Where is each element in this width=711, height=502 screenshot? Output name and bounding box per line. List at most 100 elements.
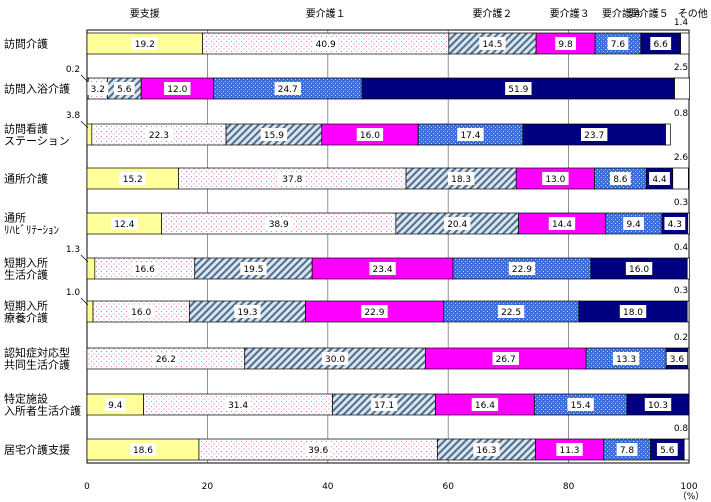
bar-segment: [674, 77, 690, 100]
value-label: 9.4: [626, 220, 641, 230]
value-label: 3.6: [670, 355, 685, 365]
legend-label: 要介護５: [629, 7, 669, 20]
value-label-box: [664, 217, 686, 230]
bar-segment: [672, 167, 689, 190]
value-label: 30.0: [325, 355, 345, 365]
value-label: 19.5: [243, 265, 263, 275]
value-label: 2.6: [674, 153, 689, 163]
leader-line: [80, 74, 89, 83]
value-label: 12.4: [114, 220, 134, 230]
bar-segment: [86, 123, 93, 146]
value-label: 13.3: [616, 355, 636, 365]
value-label-box: [111, 217, 138, 230]
value-label: 15.2: [123, 175, 143, 185]
category-label: 訪問看護ステーション: [4, 122, 70, 148]
value-label: 9.8: [558, 40, 573, 50]
value-label: 14.5: [482, 40, 502, 50]
value-label-box: [567, 398, 594, 411]
value-label-box: [625, 262, 653, 275]
value-label-box: [370, 398, 398, 411]
value-label-box: [580, 128, 608, 141]
legend-label: 要介護２: [472, 7, 512, 20]
x-unit-label: （%）: [678, 491, 705, 502]
value-label: 0.4: [674, 243, 689, 253]
x-tick-label: 40: [322, 482, 334, 492]
value-label-box: [87, 82, 109, 95]
value-label-box: [556, 443, 583, 456]
value-label: 19.2: [135, 40, 155, 50]
category-label: 認知症対応型共同生活介護: [4, 346, 70, 372]
x-tick-label: 20: [202, 482, 214, 492]
category-label: 特定施設入所者生活介護: [4, 392, 81, 418]
value-label: 0.2: [66, 65, 80, 75]
value-label-box: [656, 443, 678, 456]
value-label-box: [505, 82, 532, 95]
value-label: 14.4: [552, 220, 572, 230]
value-label-box: [129, 443, 157, 456]
leader-line: [80, 297, 89, 306]
value-label-box: [497, 305, 525, 318]
value-label-box: [473, 443, 500, 456]
value-label: 9.4: [108, 401, 123, 411]
value-label-box: [649, 172, 670, 185]
value-label-box: [321, 352, 349, 365]
value-label: 16.3: [476, 446, 496, 456]
value-label: 18.3: [451, 175, 471, 185]
legend-label: 要支援: [130, 7, 160, 20]
value-label: 40.9: [316, 40, 336, 50]
value-label: 10.3: [648, 401, 668, 411]
value-label-box: [471, 398, 499, 411]
value-label-box: [447, 172, 475, 185]
bar-segment: [665, 123, 671, 146]
category-label: 訪問介護: [4, 37, 48, 51]
value-label-box: [312, 37, 339, 50]
value-label: 22.5: [501, 308, 521, 318]
value-label-box: [265, 217, 292, 230]
value-label: 0.8: [674, 424, 689, 434]
value-label-box: [274, 82, 301, 95]
value-label: 24.7: [278, 85, 298, 95]
value-label-box: [492, 352, 519, 365]
value-label: 0.3: [674, 198, 688, 208]
value-label-box: [612, 352, 640, 365]
category-label: 短期入所生活介護: [4, 256, 48, 282]
value-label-box: [444, 217, 471, 230]
legend-label: 要介護４: [602, 7, 642, 20]
value-label: 51.9: [508, 85, 528, 95]
value-label-box: [650, 37, 672, 50]
value-label: 26.2: [156, 355, 176, 365]
value-label-box: [234, 305, 261, 318]
value-label-box: [304, 443, 332, 456]
legend-label: 要介護１: [306, 7, 346, 20]
value-label: 5.6: [660, 446, 675, 456]
value-label: 4.3: [668, 220, 682, 230]
value-label: 1.0: [66, 288, 81, 298]
value-label: 1.3: [66, 245, 80, 255]
value-label: 8.6: [613, 175, 628, 185]
value-label: 16.6: [135, 265, 155, 275]
value-label-box: [131, 262, 158, 275]
value-label: 15.9: [264, 131, 284, 141]
value-label: 37.8: [282, 175, 302, 185]
value-label-box: [356, 128, 384, 141]
value-label-box: [619, 305, 647, 318]
value-label: 5.6: [117, 85, 132, 95]
x-tick-label: 0: [84, 482, 90, 492]
value-label: 0.2: [674, 333, 688, 343]
value-label-box: [479, 37, 506, 50]
value-label-box: [607, 37, 629, 50]
value-label-box: [623, 217, 645, 230]
value-label-box: [113, 82, 135, 95]
value-label: 20.4: [447, 220, 467, 230]
value-label-box: [616, 443, 638, 456]
value-label-box: [104, 398, 126, 411]
bar-segment: [86, 300, 94, 323]
bar-segment: [86, 257, 96, 280]
bar-segment: [687, 212, 690, 235]
value-label-box: [508, 262, 536, 275]
bar-segment: [683, 438, 690, 461]
value-label: 3.8: [66, 111, 81, 121]
value-label: 23.7: [584, 131, 604, 141]
bar-segment: [686, 257, 690, 280]
value-label-box: [644, 398, 672, 411]
